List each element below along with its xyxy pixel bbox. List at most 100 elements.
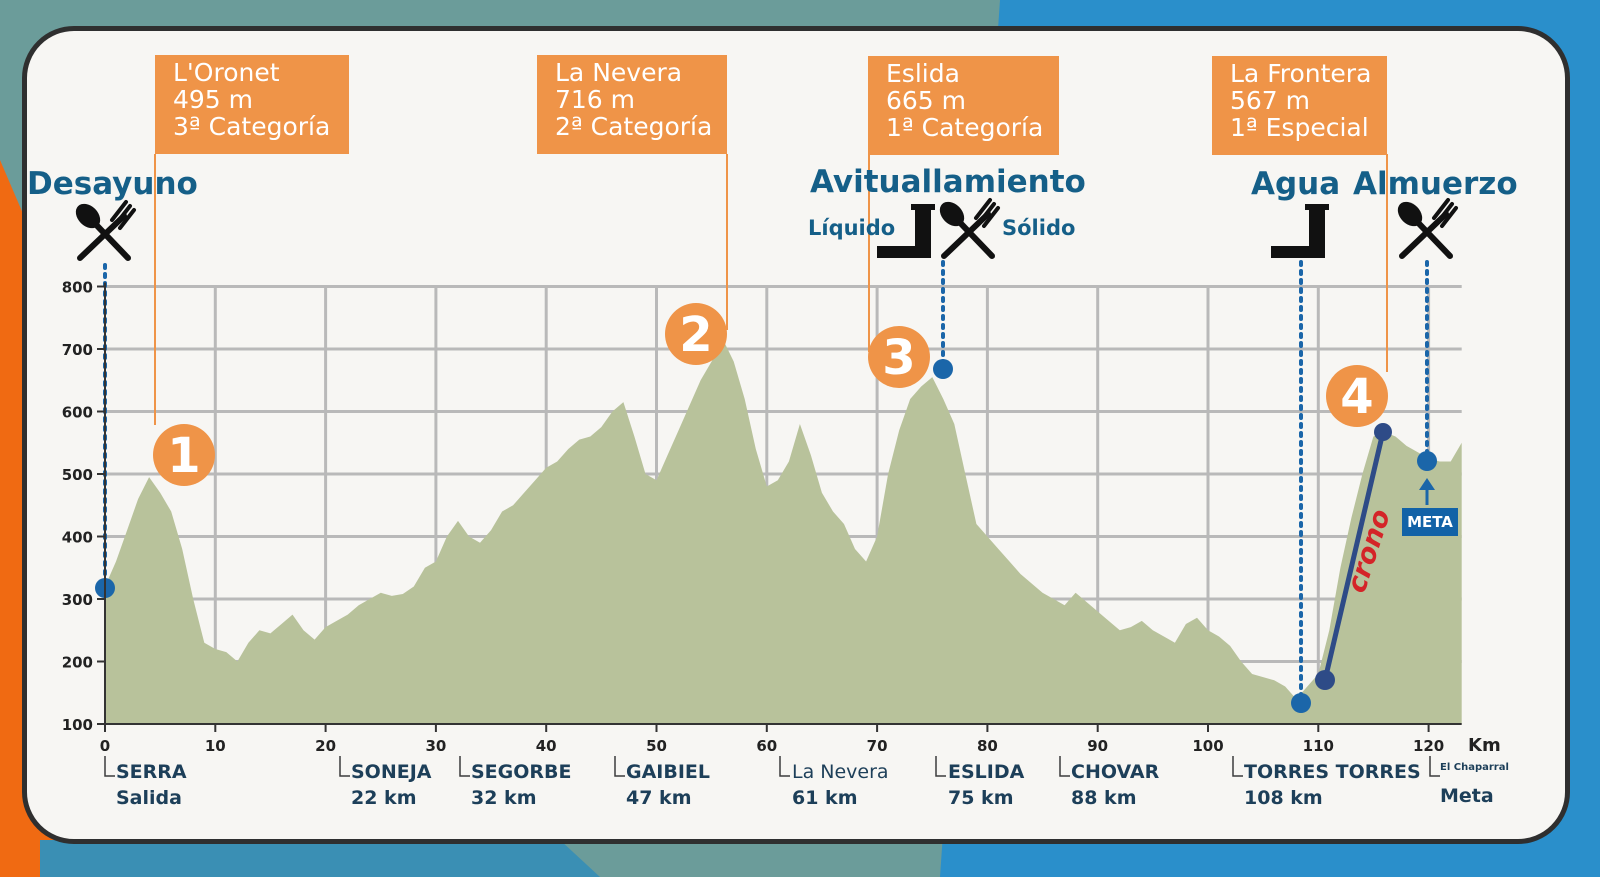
pass-badge-number: 4 <box>1340 369 1373 425</box>
town-km: 75 km <box>948 787 1014 809</box>
town-name: TORRES TORRES <box>1244 761 1421 783</box>
cutlery-icon <box>75 200 136 261</box>
town-marker <box>1232 756 1243 777</box>
y-tick-label: 600 <box>62 404 93 422</box>
x-tick-label: 80 <box>977 737 998 755</box>
pass-altitude: 665 m <box>886 86 967 115</box>
town-label-chovar: CHOVAR 88 km <box>1071 759 1159 811</box>
tap-icon <box>877 204 935 258</box>
tap-body <box>1271 208 1325 258</box>
stop-label-agua: Agua <box>1251 166 1341 202</box>
town-km: 88 km <box>1071 787 1137 809</box>
town-label-serra: SERRA Salida <box>116 759 187 811</box>
town-marker <box>935 756 946 777</box>
crono-start-dot <box>1315 670 1335 690</box>
pass-badge-circle <box>868 326 930 388</box>
town-marker <box>779 756 790 777</box>
x-tick-label: 110 <box>1303 737 1334 755</box>
town-name: GAIBIEL <box>626 761 711 783</box>
stop-label-avituallamiento: Avituallamiento <box>810 164 1086 200</box>
y-tick-label: 400 <box>62 529 93 547</box>
town-label-la-nevera: La Nevera 61 km <box>792 759 889 811</box>
town-marker <box>1059 756 1070 777</box>
town-label-el-chaparral: El Chaparral Meta <box>1440 759 1509 809</box>
y-tick-label: 300 <box>62 591 93 609</box>
x-tick-label: 60 <box>756 737 777 755</box>
x-tick-label: 40 <box>536 737 557 755</box>
town-name: La Nevera <box>792 761 889 783</box>
stop-label-desayuno: Desayuno <box>27 166 198 202</box>
town-km: 61 km <box>792 787 858 809</box>
pass-badge-circle <box>1326 365 1388 427</box>
pass-leader-lines <box>154 154 1388 425</box>
town-name: SEGORBE <box>471 761 572 783</box>
x-tick-label: 90 <box>1087 737 1108 755</box>
y-tick-label: 800 <box>62 279 93 297</box>
tap-icon <box>1271 204 1329 258</box>
crono-end-dot <box>1374 423 1392 441</box>
meta-arrow-head <box>1419 478 1435 490</box>
crono-line <box>1322 429 1386 683</box>
tap-top <box>911 204 935 210</box>
town-label-eslida: ESLIDA 75 km <box>948 759 1024 811</box>
pass-altitude: 716 m <box>555 85 636 114</box>
pass-badge-circle <box>665 303 727 365</box>
town-km: 32 km <box>471 787 537 809</box>
town-marker <box>339 756 350 777</box>
town-name: El Chaparral <box>1440 762 1509 773</box>
town-label-torres-torres: TORRES TORRES 108 km <box>1244 759 1421 811</box>
spoon-bowl <box>75 203 101 229</box>
pass-altitude: 495 m <box>173 85 254 114</box>
town-label-gaibiel: GAIBIEL 47 km <box>626 759 710 811</box>
pass-name: La Frontera <box>1230 59 1372 88</box>
stop-sublabel-solido: Sólido <box>1002 216 1076 240</box>
x-tick-label: 0 <box>100 737 110 755</box>
x-tick-label: 70 <box>867 737 888 755</box>
stop-dot <box>933 359 953 379</box>
town-marker <box>614 756 625 777</box>
cutlery-icon <box>939 198 1000 259</box>
pass-badge-number: 1 <box>167 428 200 484</box>
town-name: ESLIDA <box>948 761 1025 783</box>
spoon-bowl <box>939 201 965 227</box>
fork-tines <box>974 198 1000 228</box>
town-marker <box>104 756 115 777</box>
x-tick-label: 50 <box>646 737 667 755</box>
x-tick-label: 20 <box>315 737 336 755</box>
fork-tines <box>110 200 136 230</box>
town-km: 22 km <box>351 787 417 809</box>
stop-sublabel-liquido: Líquido <box>808 216 896 240</box>
y-tick-label: 100 <box>62 716 93 734</box>
x-axis-label: Km <box>1468 735 1501 756</box>
x-tick-label: 120 <box>1413 737 1444 755</box>
pass-altitude: 567 m <box>1230 86 1311 115</box>
town-km: Meta <box>1440 785 1494 807</box>
pass-category: 3ª Categoría <box>173 112 331 141</box>
fork-tines <box>1432 198 1458 228</box>
y-tick-label: 200 <box>62 654 93 672</box>
x-tick-label: 10 <box>205 737 226 755</box>
town-name: CHOVAR <box>1071 761 1160 783</box>
stop-icons <box>75 198 1458 261</box>
town-km: 108 km <box>1244 787 1323 809</box>
pass-box-3: Eslida 665 m 1ª Categoría <box>868 56 1059 155</box>
y-tick-label: 700 <box>62 341 93 359</box>
finish-meta-badge: META <box>1402 508 1458 536</box>
pass-name: La Nevera <box>555 58 683 87</box>
pass-badge-circle <box>153 424 215 486</box>
town-label-soneja: SONEJA 22 km <box>351 759 432 811</box>
pass-box-4: La Frontera 567 m 1ª Especial <box>1212 56 1387 155</box>
town-marker <box>459 756 470 777</box>
pass-name: L'Oronet <box>173 58 280 87</box>
town-label-segorbe: SEGORBE 32 km <box>471 759 572 811</box>
town-name: SONEJA <box>351 761 432 783</box>
crono-segment <box>1315 423 1392 690</box>
elevation-profile-area <box>105 339 1462 724</box>
pass-badge-number: 2 <box>679 307 712 363</box>
pass-number-badges: 1 2 3 4 <box>153 303 1388 486</box>
axes: 100 200 300 400 500 600 700 800 0 10 20 30 40 50 60 70 8… <box>62 279 1501 777</box>
x-tick-label: 100 <box>1192 737 1223 755</box>
pass-box-1: L'Oronet 495 m 3ª Categoría <box>155 55 349 154</box>
town-name: SERRA <box>116 761 187 783</box>
